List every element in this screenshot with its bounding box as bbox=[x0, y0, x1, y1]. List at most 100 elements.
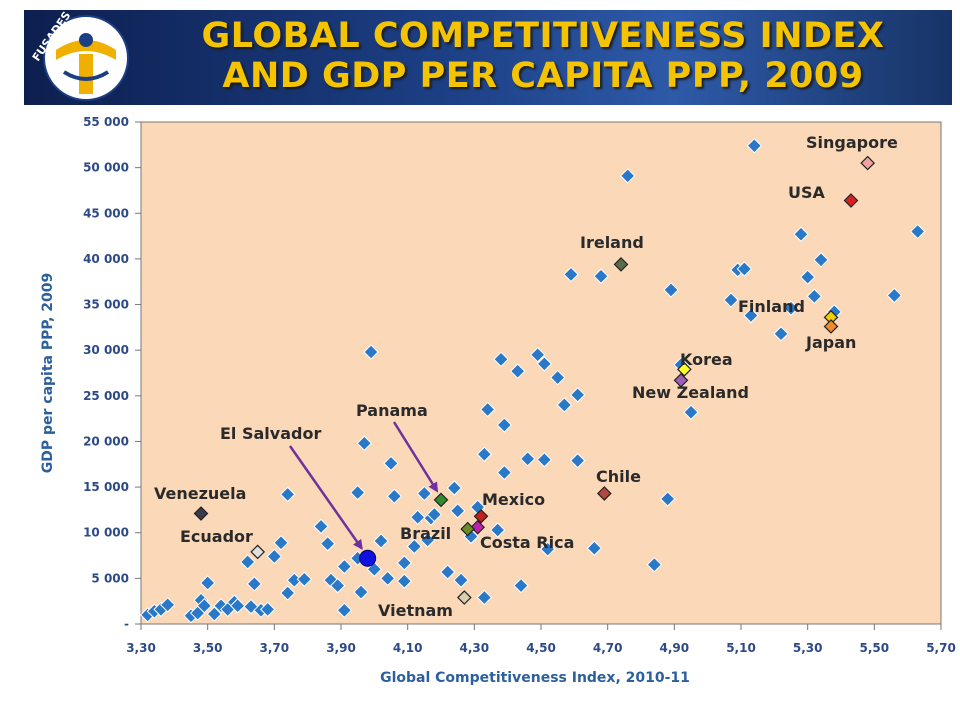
y-tick-label: - bbox=[124, 617, 129, 631]
data-point bbox=[493, 351, 509, 368]
x-tick-label: 4,30 bbox=[460, 641, 490, 655]
data-point bbox=[439, 564, 456, 580]
data-point bbox=[619, 168, 636, 184]
data-point bbox=[663, 282, 679, 298]
data-point bbox=[806, 288, 823, 305]
data-point bbox=[799, 269, 816, 285]
y-tick-label: 45 000 bbox=[83, 206, 129, 220]
country-label-ecuador: Ecuador bbox=[180, 527, 253, 546]
data-point bbox=[259, 601, 276, 618]
highlight-point-chile bbox=[596, 486, 612, 501]
x-tick-label: 5,70 bbox=[926, 641, 956, 655]
fusades-logo-icon: FUSADES bbox=[30, 10, 129, 101]
page-title: GLOBAL COMPETITIVENESS INDEX AND GDP PER… bbox=[144, 16, 942, 96]
country-label-korea: Korea bbox=[680, 350, 733, 369]
x-tick-label: 5,50 bbox=[860, 641, 890, 655]
data-point bbox=[593, 268, 609, 284]
country-label-brazil: Brazil bbox=[400, 524, 451, 543]
data-point bbox=[563, 266, 579, 283]
data-point bbox=[659, 491, 676, 507]
data-point bbox=[683, 404, 699, 420]
annotation-arrows bbox=[288, 421, 439, 550]
data-point bbox=[529, 347, 546, 363]
x-tick-label: 4,70 bbox=[593, 641, 623, 655]
y-tick-label: 20 000 bbox=[83, 434, 129, 448]
country-label-el-salvador: El Salvador bbox=[220, 424, 321, 443]
country-label-panama: Panama bbox=[356, 401, 428, 420]
data-point bbox=[356, 435, 373, 451]
x-axis-title: Global Competitiveness Index, 2010-11 bbox=[380, 670, 690, 686]
data-point bbox=[813, 252, 829, 268]
data-point bbox=[549, 369, 566, 386]
x-tick-label: 3,30 bbox=[126, 641, 156, 655]
country-label-ireland: Ireland bbox=[580, 233, 644, 252]
data-point bbox=[373, 533, 389, 549]
y-tick-label: 30 000 bbox=[83, 343, 129, 357]
highlight-point-singapore bbox=[860, 155, 876, 171]
highlight-point-ecuador bbox=[250, 544, 266, 560]
data-point bbox=[536, 452, 553, 468]
y-tick-label: 5 000 bbox=[91, 571, 129, 585]
x-tick-label: 4,90 bbox=[660, 641, 690, 655]
data-point bbox=[159, 597, 176, 613]
highlight-point-mexico bbox=[473, 508, 489, 524]
data-point bbox=[319, 535, 336, 552]
data-point bbox=[736, 261, 753, 277]
data-point bbox=[419, 532, 436, 548]
data-point bbox=[406, 538, 423, 555]
data-point bbox=[723, 292, 739, 308]
country-label-finland: Finland bbox=[738, 297, 805, 316]
arrow-panama bbox=[392, 421, 439, 493]
data-point bbox=[476, 589, 493, 606]
data-point bbox=[273, 535, 289, 551]
data-point bbox=[279, 486, 296, 503]
highlight-point-costa-rica bbox=[470, 519, 486, 535]
country-label-japan: Japan bbox=[805, 333, 856, 352]
data-point bbox=[336, 602, 353, 619]
data-point bbox=[513, 577, 529, 594]
data-point bbox=[206, 606, 223, 622]
title-line-1: GLOBAL COMPETITIVENESS INDEX bbox=[201, 16, 885, 56]
arrow-el-salvador bbox=[288, 445, 363, 550]
data-point bbox=[349, 484, 366, 501]
data-point bbox=[396, 555, 413, 571]
data-point bbox=[646, 556, 663, 573]
highlight-point-vietnam bbox=[456, 590, 472, 605]
highlight-point-ireland bbox=[613, 257, 629, 272]
x-tick-label: 4,50 bbox=[526, 641, 556, 655]
highlight-point-usa bbox=[843, 193, 859, 208]
data-point bbox=[426, 506, 443, 523]
scatter-chart: - 5 000 10 000 15 000 20 000 25 000 30 000 35 0… bbox=[40, 115, 956, 686]
data-point bbox=[363, 344, 379, 360]
slide-header: FUSADES GLOBAL COMPETITIVENESS INDEX AND… bbox=[24, 10, 952, 105]
y-tick-label: 10 000 bbox=[83, 526, 129, 540]
y-tick-label: 50 000 bbox=[83, 161, 129, 175]
y-tick-label: 55 000 bbox=[83, 115, 129, 129]
data-point bbox=[536, 356, 553, 372]
data-point bbox=[409, 509, 426, 525]
y-tick-label: 40 000 bbox=[83, 252, 129, 266]
data-point bbox=[479, 401, 496, 418]
country-label-mexico: Mexico bbox=[482, 490, 545, 509]
country-label-costa-rica: Costa Rica bbox=[480, 533, 574, 552]
highlight-point-venezuela bbox=[193, 506, 209, 521]
data-point bbox=[336, 558, 353, 575]
data-point bbox=[453, 572, 469, 588]
data-point bbox=[556, 397, 573, 413]
highlight-point-panama bbox=[433, 492, 449, 508]
data-point bbox=[296, 571, 313, 587]
country-label-chile: Chile bbox=[596, 467, 641, 486]
data-point bbox=[379, 570, 396, 587]
data-point bbox=[313, 518, 329, 535]
y-tick-label: 25 000 bbox=[83, 389, 129, 403]
data-point bbox=[449, 503, 466, 519]
data-point bbox=[396, 573, 413, 589]
data-point bbox=[586, 540, 603, 556]
data-point bbox=[489, 522, 506, 538]
highlight-point-korea bbox=[676, 362, 692, 377]
data-point bbox=[476, 446, 493, 462]
highlight-point-el-salvador bbox=[359, 549, 377, 567]
data-point bbox=[196, 598, 213, 614]
x-tick-label: 4,10 bbox=[393, 641, 423, 655]
